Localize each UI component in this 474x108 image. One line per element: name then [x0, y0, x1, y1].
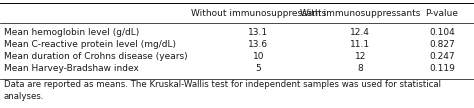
Text: 0.247: 0.247: [429, 52, 455, 61]
Text: With immunosuppressants: With immunosuppressants: [300, 9, 420, 18]
Text: 0.104: 0.104: [429, 28, 455, 37]
Text: 13.6: 13.6: [248, 40, 268, 49]
Text: 10: 10: [253, 52, 264, 61]
Text: 12.4: 12.4: [350, 28, 370, 37]
Text: 0.827: 0.827: [429, 40, 455, 49]
Text: Mean Harvey-Bradshaw index: Mean Harvey-Bradshaw index: [4, 64, 139, 73]
Text: 13.1: 13.1: [248, 28, 268, 37]
Text: Mean duration of Crohns disease (years): Mean duration of Crohns disease (years): [4, 52, 187, 61]
Text: 11.1: 11.1: [350, 40, 370, 49]
Text: 0.119: 0.119: [429, 64, 455, 73]
Text: P-value: P-value: [426, 9, 458, 18]
Text: 12: 12: [355, 52, 366, 61]
Text: 8: 8: [357, 64, 363, 73]
Text: Mean C-reactive protein level (mg/dL): Mean C-reactive protein level (mg/dL): [4, 40, 176, 49]
Text: Without immunosuppressants: Without immunosuppressants: [191, 9, 326, 18]
Text: 5: 5: [255, 64, 261, 73]
Text: Mean hemoglobin level (g/dL): Mean hemoglobin level (g/dL): [4, 28, 139, 37]
Text: Data are reported as means. The Kruskal-Wallis test for independent samples was : Data are reported as means. The Kruskal-…: [4, 80, 441, 101]
